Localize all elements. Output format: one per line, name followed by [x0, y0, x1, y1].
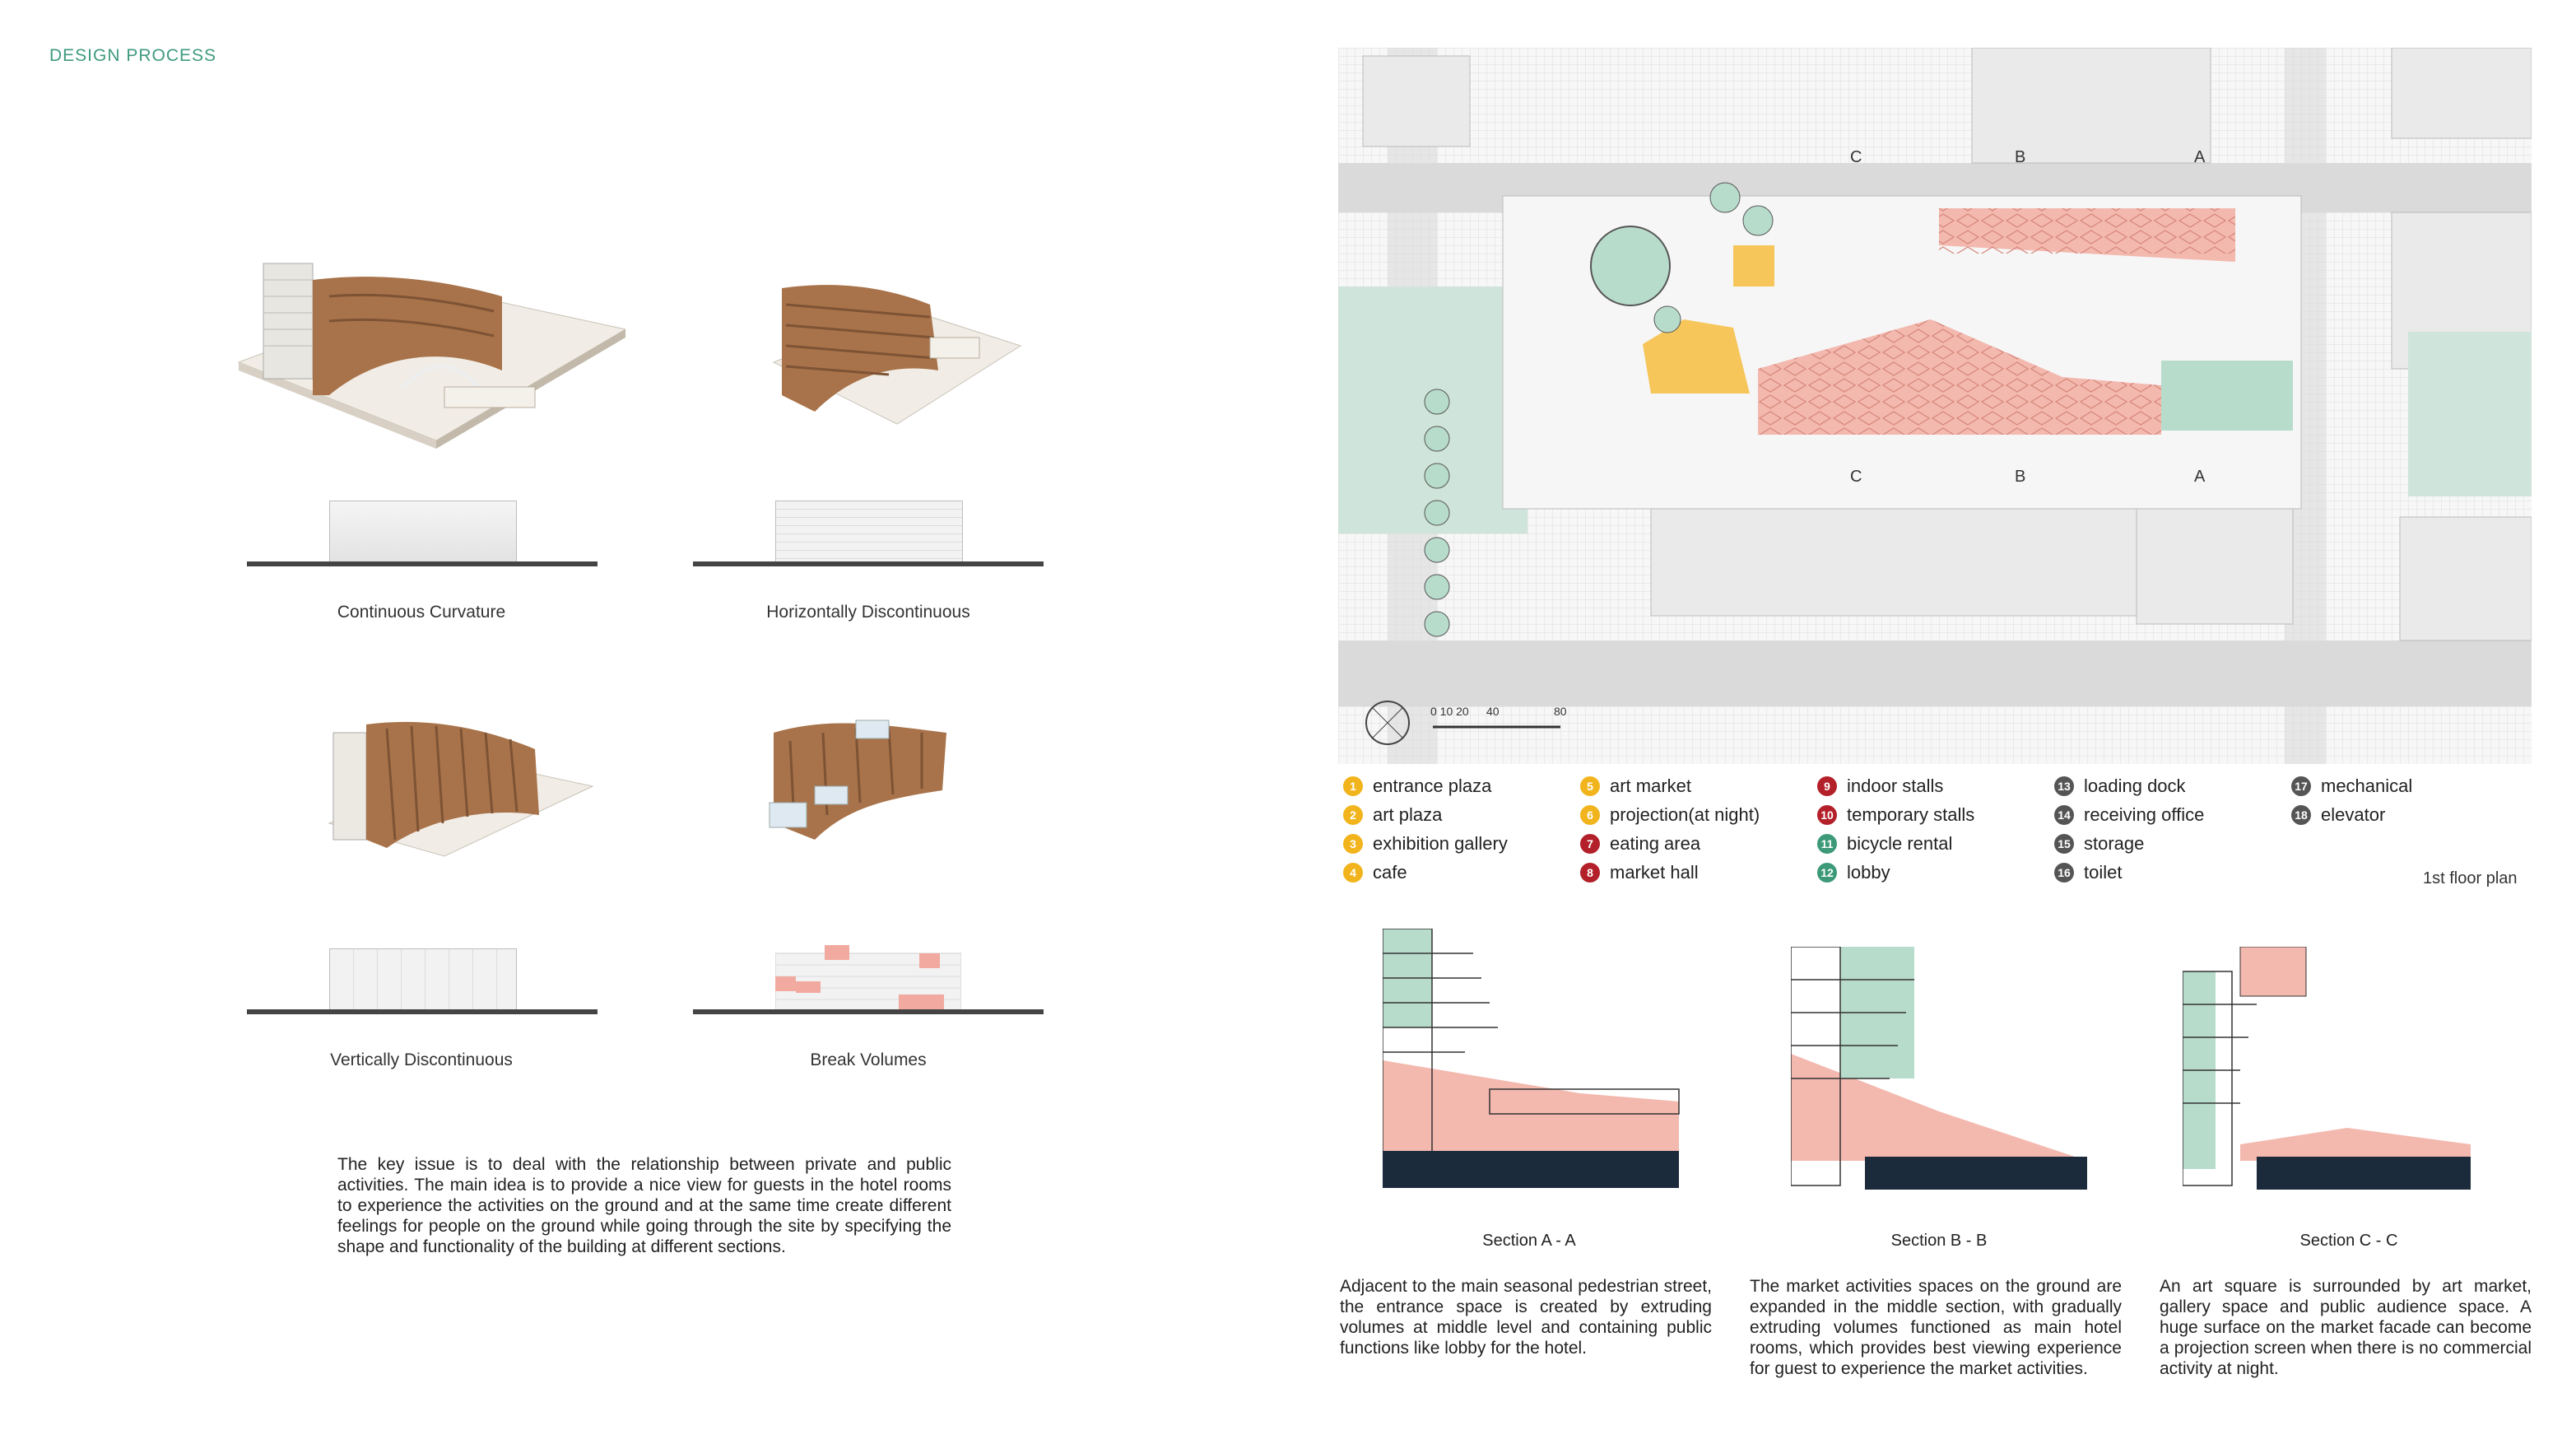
ground-line [693, 1009, 1044, 1014]
legend-column: 13 loading dock 14 receiving office 15 stor… [2054, 774, 2204, 885]
page-title: DESIGN PROCESS [49, 46, 217, 65]
legend-column: 9 indoor stalls 10 temporary stalls 11 bicy… [1817, 774, 1974, 885]
legend-number-badge: 17 [2291, 776, 2311, 796]
legend-item: 16 toilet [2054, 860, 2204, 885]
ground-line [247, 561, 598, 566]
ground-line [693, 561, 1044, 566]
legend-number-badge: 3 [1343, 834, 1363, 854]
legend-number-badge: 1 [1343, 776, 1363, 796]
legend-number-badge: 10 [1817, 805, 1837, 825]
legend-number-badge: 14 [2054, 805, 2074, 825]
legend-label: cafe [1373, 862, 1407, 883]
legend-number-badge: 6 [1580, 805, 1600, 825]
legend-item: 4 cafe [1343, 860, 1508, 885]
legend-number-badge: 13 [2054, 776, 2074, 796]
scale-label: 40 [1486, 705, 1500, 718]
section-mark: C [1850, 148, 1862, 166]
legend-label: loading dock [2084, 776, 2186, 796]
legend-number-badge: 4 [1343, 863, 1363, 883]
model-continuous-curvature [230, 247, 625, 453]
site-plan: 0 10 20 40 80 C B A C B A [1338, 47, 2532, 764]
legend-item: 13 loading dock [2054, 774, 2204, 799]
legend-label: elevator [2321, 804, 2386, 825]
legend-column: 1 entrance plaza 2 art plaza 3 exhibition g… [1343, 774, 1508, 885]
legend-label: art plaza [1373, 804, 1443, 825]
legend-number-badge: 18 [2291, 805, 2311, 825]
scale-label: 0 10 20 [1430, 705, 1469, 718]
elevation-vertically-discontinuous [329, 948, 517, 1013]
model-vertically-discontinuous [321, 716, 601, 864]
section-title-a: Section A - A [1482, 1232, 1576, 1250]
legend-item: 10 temporary stalls [1817, 803, 1974, 827]
legend-item: 9 indoor stalls [1817, 774, 1974, 799]
legend-item: 3 exhibition gallery [1343, 831, 1508, 856]
section-mark: A [2194, 148, 2206, 166]
legend-label: indoor stalls [1847, 776, 1944, 796]
legend-item: 15 storage [2054, 831, 2204, 856]
legend-number-badge: 5 [1580, 776, 1600, 796]
scale-label: 80 [1554, 705, 1567, 718]
legend-label: temporary stalls [1847, 804, 1975, 825]
legend-column: 5 art market 6 projection(at night) 7 eatin… [1580, 774, 1760, 885]
legend-label: projection(at night) [1610, 804, 1760, 825]
legend-label: mechanical [2321, 776, 2413, 796]
legend-label: receiving office [2084, 804, 2205, 825]
legend-number-badge: 8 [1580, 863, 1600, 883]
legend-number-badge: 11 [1817, 834, 1837, 854]
legend-label: market hall [1610, 862, 1699, 883]
legend-label: toilet [2084, 862, 2123, 883]
section-mark: C [1850, 468, 1862, 486]
section-c-drawing [2182, 946, 2487, 1198]
section-b-drawing [1790, 946, 2087, 1198]
section-mark: B [2015, 468, 2026, 486]
plan-title: 1st floor plan [2423, 869, 2518, 887]
elevation-horizontally-discontinuous [775, 501, 963, 565]
legend-item: 14 receiving office [2054, 803, 2204, 827]
legend-number-badge: 7 [1580, 834, 1600, 854]
section-mark: B [2015, 148, 2026, 166]
study-label: Break Volumes [810, 1050, 927, 1069]
section-description-b: The market activities spaces on the grou… [1750, 1277, 2122, 1378]
legend-number-badge: 9 [1817, 776, 1837, 796]
legend-number-badge: 12 [1817, 863, 1837, 883]
elevation-break-volumes [774, 945, 962, 1012]
section-description-c: An art square is surrounded by art marke… [2160, 1277, 2532, 1378]
legend-item: 11 bicycle rental [1817, 831, 1974, 856]
legend-label: eating area [1610, 833, 1701, 854]
legend-item: 8 market hall [1580, 860, 1760, 885]
model-horizontally-discontinuous [765, 272, 1029, 436]
legend-item: 5 art market [1580, 774, 1760, 799]
legend-label: storage [2084, 833, 2145, 854]
legend-label: art market [1610, 776, 1692, 796]
section-title-c: Section C - C [2299, 1232, 2398, 1250]
legend-label: lobby [1847, 862, 1890, 883]
legend-item: 6 projection(at night) [1580, 803, 1760, 827]
legend-item: 2 art plaza [1343, 803, 1508, 827]
study-label: Vertically Discontinuous [330, 1050, 513, 1069]
legend-number-badge: 16 [2054, 863, 2074, 883]
legend-item: 18 elevator [2291, 803, 2412, 827]
section-title-b: Section B - B [1890, 1232, 1988, 1250]
design-description: The key issue is to deal with the relati… [337, 1155, 951, 1256]
legend-column: 17 mechanical 18 elevator [2291, 774, 2412, 827]
section-mark: A [2194, 468, 2206, 486]
section-a-drawing [1382, 928, 1695, 1196]
model-break-volumes [757, 716, 971, 848]
legend-label: entrance plaza [1373, 776, 1492, 796]
legend-number-badge: 15 [2054, 834, 2074, 854]
legend-number-badge: 2 [1343, 805, 1363, 825]
legend-item: 12 lobby [1817, 860, 1974, 885]
legend-label: exhibition gallery [1373, 833, 1508, 854]
legend-item: 1 entrance plaza [1343, 774, 1508, 799]
legend-item: 7 eating area [1580, 831, 1760, 856]
elevation-continuous-curvature [329, 501, 517, 565]
legend-item: 17 mechanical [2291, 774, 2412, 799]
legend-label: bicycle rental [1847, 833, 1953, 854]
section-description-a: Adjacent to the main seasonal pedestrian… [1340, 1277, 1712, 1358]
ground-line [247, 1009, 598, 1014]
study-label: Continuous Curvature [337, 603, 506, 622]
study-label: Horizontally Discontinuous [766, 603, 970, 622]
